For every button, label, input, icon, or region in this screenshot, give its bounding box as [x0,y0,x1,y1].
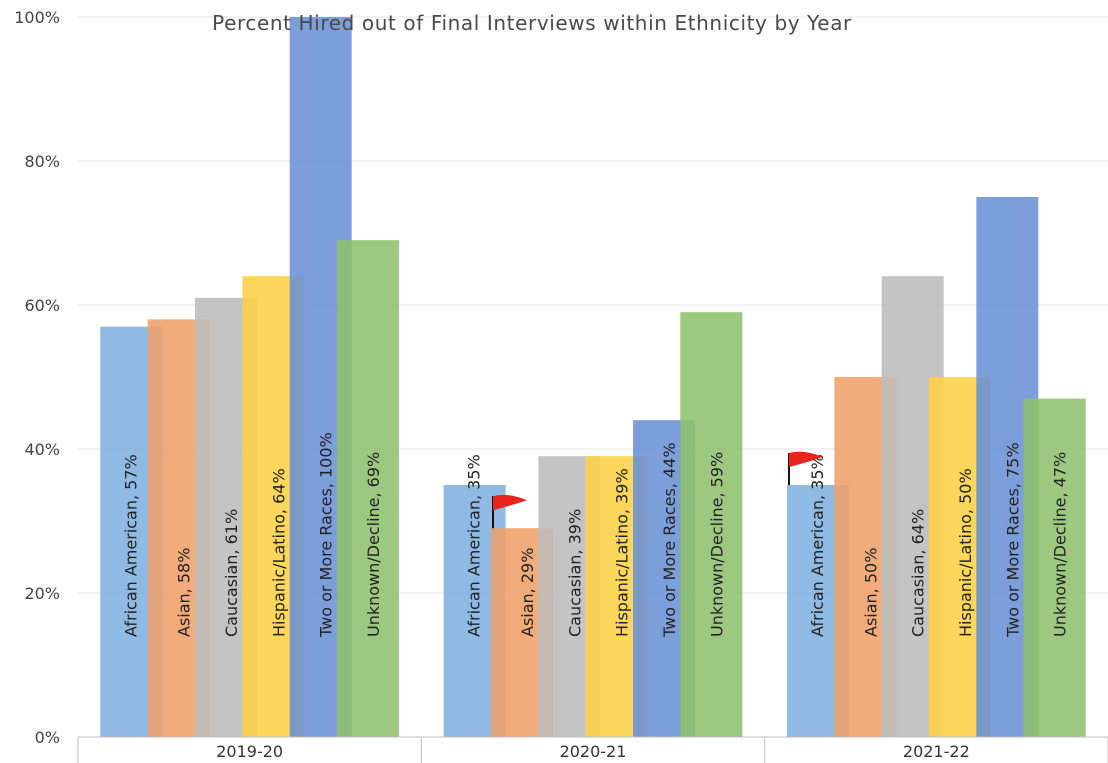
bar-label: Asian, 58% [175,548,194,637]
bar-label: Asian, 29% [518,548,537,637]
bar-label: Unknown/Decline, 47% [1051,452,1070,637]
bar [1023,398,1086,737]
bar-label: Caucasian, 61% [222,509,241,637]
y-tick-label: 0% [35,728,60,747]
bar [337,240,400,737]
bar-label: African American, 35% [465,454,484,637]
bar-label: Hispanic/Latino, 39% [613,468,632,637]
y-axis: 0% 20% 40% 60% 80% 100% [14,8,60,747]
bar-label: Caucasian, 64% [909,509,928,637]
flags [491,451,823,529]
bar-label: Two or More Races, 75% [1003,442,1022,638]
chart-title: Percent Hired out of Final Interviews wi… [212,11,852,35]
y-tick-label: 60% [24,296,60,315]
bar-labels: African American, 57% African American, 3… [121,432,1069,638]
bar [680,312,743,737]
bar-label: Two or More Races, 44% [660,442,679,638]
y-tick-label: 20% [24,584,60,603]
x-tick-label: 2021-22 [903,742,970,761]
bar-label: Asian, 50% [861,548,880,637]
y-tick-label: 40% [24,440,60,459]
bar-label: Hispanic/Latino, 50% [956,468,975,637]
bars [100,17,1086,737]
bar-label: African American, 35% [808,454,827,637]
bar-label: African American, 57% [121,454,140,637]
y-tick-label: 80% [24,152,60,171]
flag-icon [492,494,527,511]
flag-icon [788,451,823,467]
x-tick-label: 2020-21 [560,742,627,761]
bar-label: Unknown/Decline, 69% [364,452,383,637]
bar-label: Two or More Races, 100% [317,432,336,638]
bar-label: Caucasian, 39% [565,509,584,637]
y-tick-label: 100% [14,8,60,27]
x-axis: 2019-20 2020-21 2021-22 [77,736,1108,763]
bar-label: Hispanic/Latino, 64% [269,468,288,637]
x-tick-label: 2019-20 [216,742,283,761]
bar-label: Unknown/Decline, 59% [707,452,726,637]
